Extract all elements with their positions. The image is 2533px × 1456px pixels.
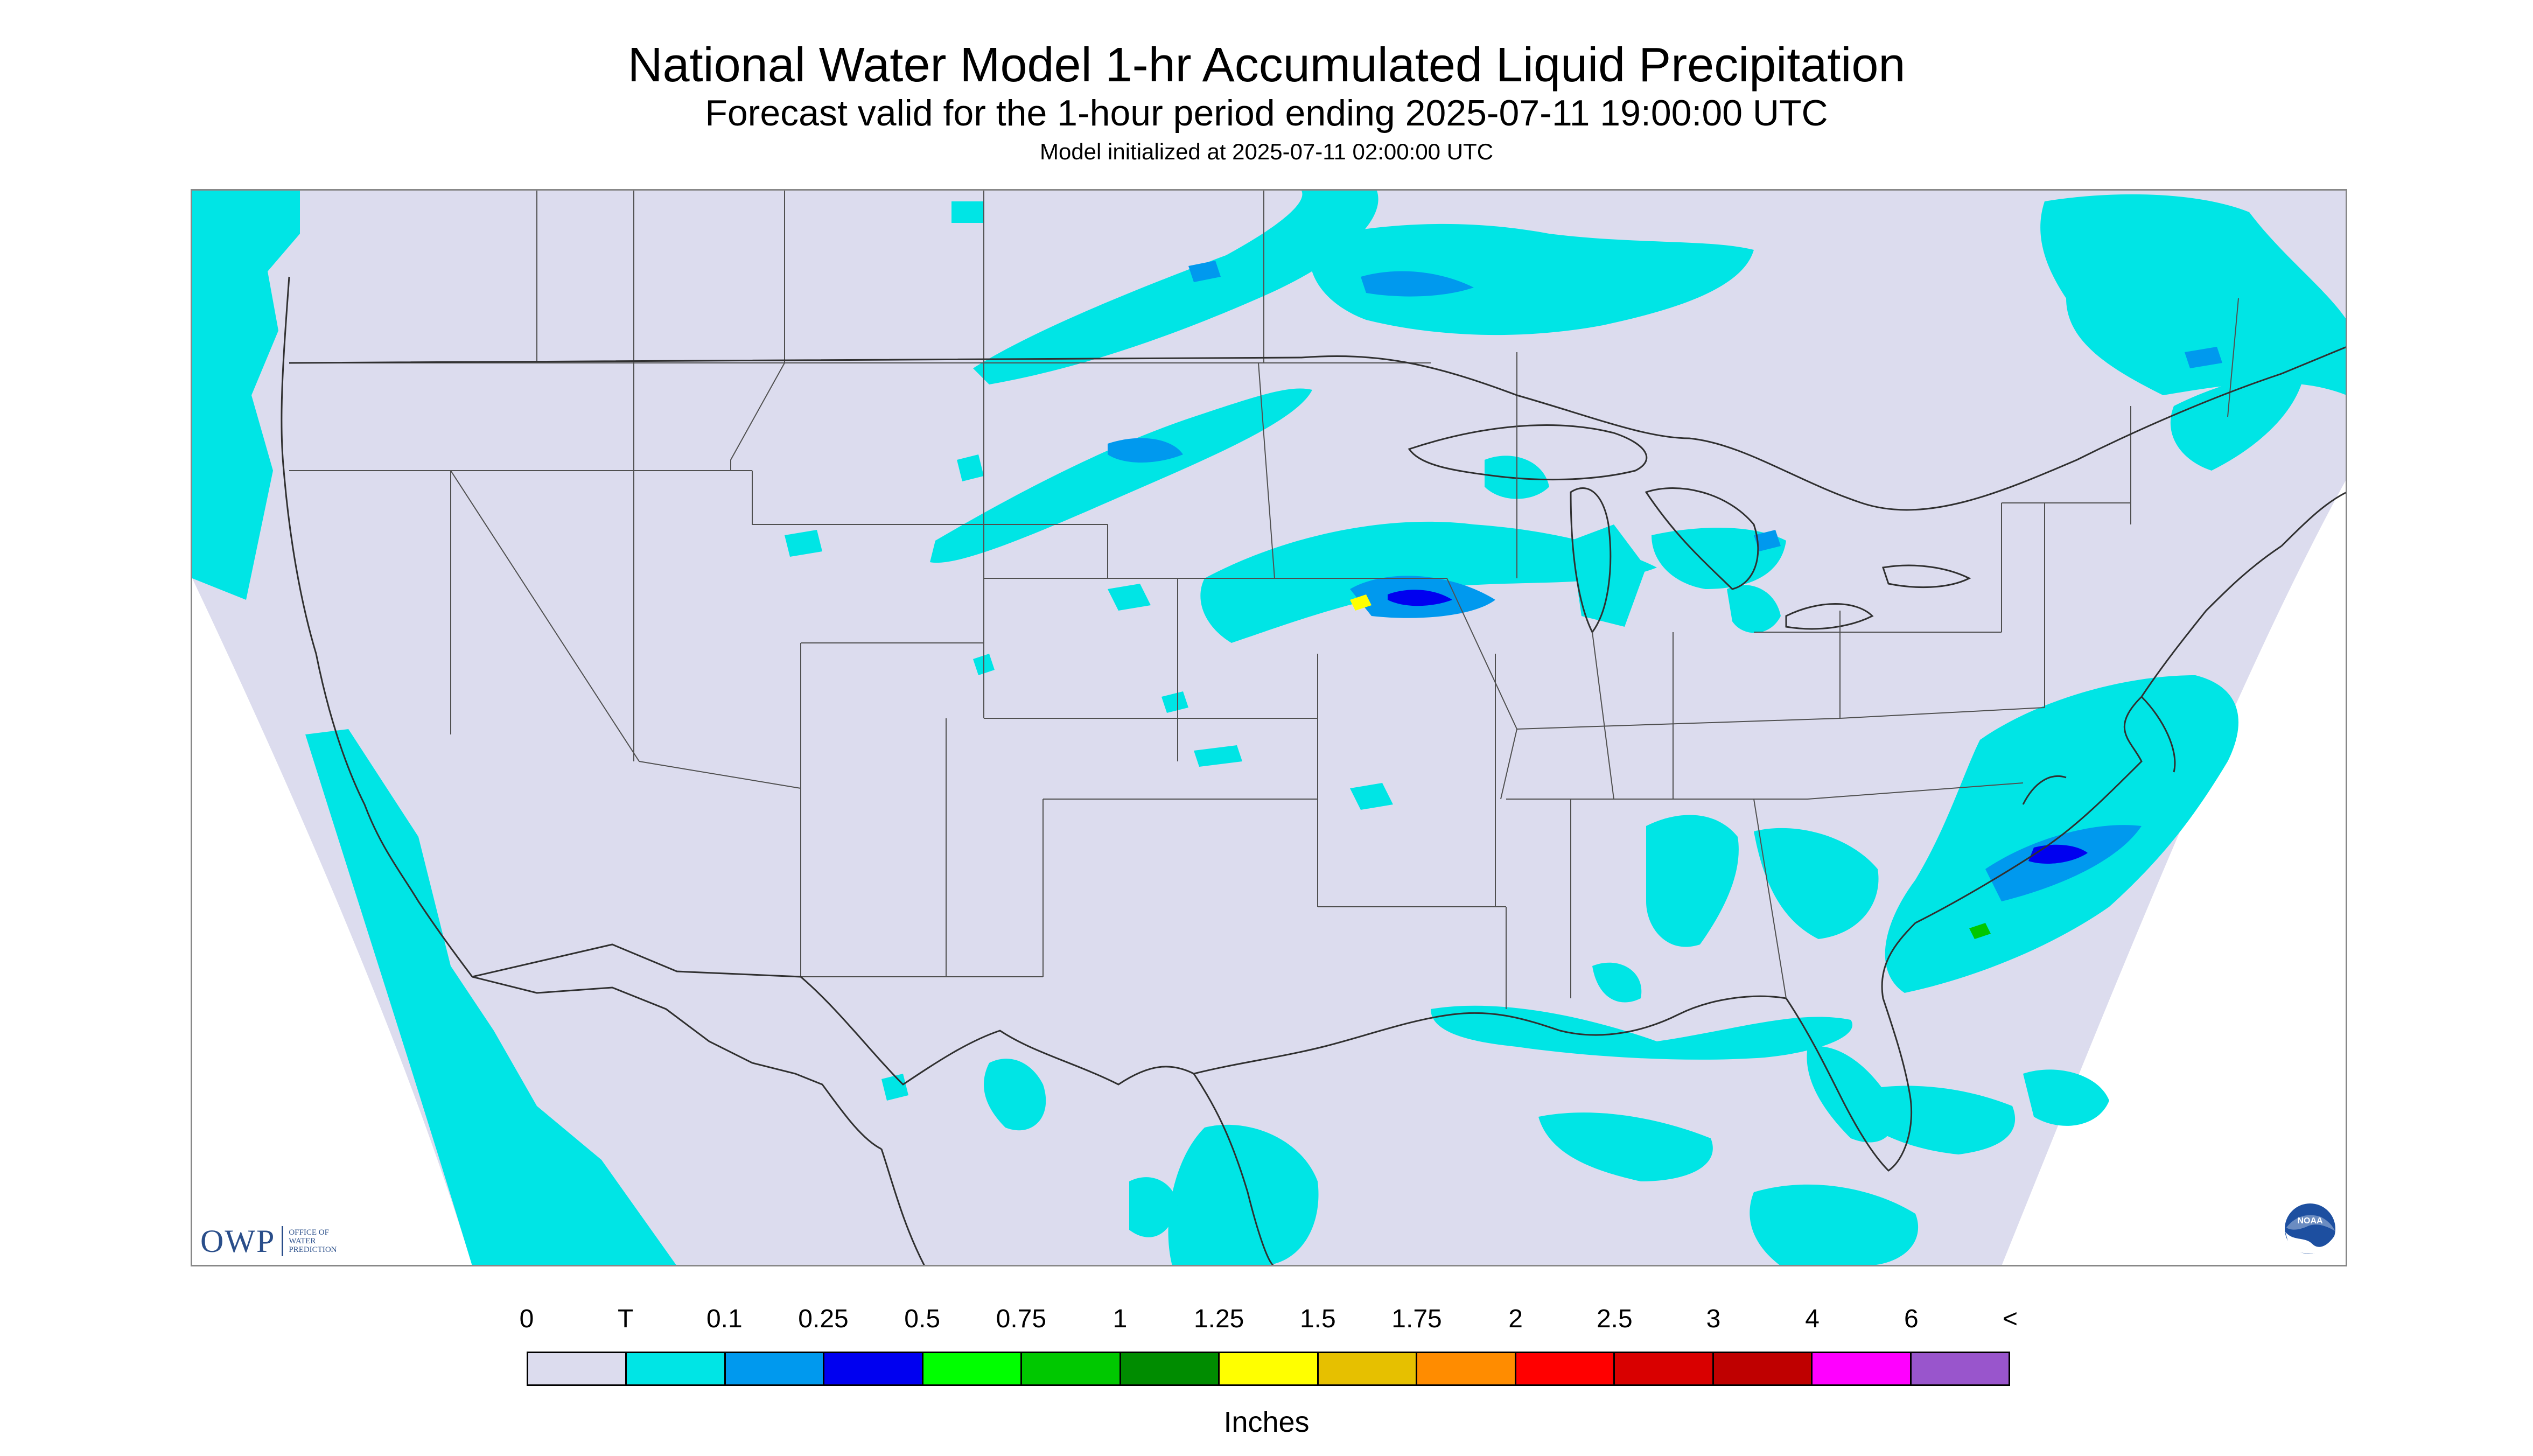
legend-tick-label: 0.75 [996, 1305, 1047, 1333]
model-init-text: Model initialized at 2025-07-11 02:00:00… [1039, 139, 1494, 164]
map-canvas [192, 191, 2346, 1265]
legend-swatch [1220, 1353, 1319, 1384]
legend-swatch [1318, 1353, 1418, 1384]
legend-tick-label: 0.5 [904, 1305, 941, 1333]
legend-tick-label: 1 [1112, 1305, 1128, 1333]
great-lakes [1408, 424, 1971, 634]
map-subtitle: Forecast valid for the 1-hour period end… [705, 93, 1828, 134]
legend-swatch [528, 1353, 627, 1384]
legend-swatch [1911, 1353, 2009, 1384]
legend-tick-label: 0.25 [798, 1305, 849, 1333]
canada-border [289, 346, 2346, 511]
legend-colorbar [527, 1352, 2010, 1386]
legend-swatch [824, 1353, 923, 1384]
precip-heavier-cores [1108, 261, 2222, 939]
owp-logo-text: OWP [200, 1223, 276, 1259]
mexico-border [472, 943, 1194, 1086]
state-boundaries [289, 191, 2239, 1009]
legend-tick-label: 1.25 [1193, 1305, 1244, 1333]
legend-tick-label: 0 [519, 1305, 534, 1333]
legend-swatch [1417, 1353, 1516, 1384]
legend-swatch [1516, 1353, 1615, 1384]
legend-swatch [1713, 1353, 1813, 1384]
precipitation-map [191, 189, 2347, 1266]
legend-swatch [1813, 1353, 1912, 1384]
map-title: National Water Model 1-hr Accumulated Li… [627, 38, 1906, 92]
legend-swatch [725, 1353, 825, 1384]
legend-swatch [1615, 1353, 1714, 1384]
coastlines [281, 276, 2346, 1265]
noaa-logo: NOAA [2284, 1202, 2336, 1255]
owp-logo: OWP OFFICE OF WATER PREDICTION [200, 1222, 337, 1260]
legend-labels: 0 T 0.1 0.25 0.5 0.75 1 1.25 1.5 1.75 2 2.5 3 4 6 < [0, 1303, 2533, 1335]
legend-tick-label: 2.5 [1596, 1305, 1633, 1333]
legend-tick-label: 4 [1805, 1305, 1820, 1333]
legend-swatch [627, 1353, 726, 1384]
legend-tick-label: 3 [1706, 1305, 1721, 1333]
legend-swatch [1022, 1353, 1121, 1384]
legend-swatch [923, 1353, 1023, 1384]
legend-tick-label: 6 [1904, 1305, 1919, 1333]
legend-tick-label: < [2002, 1305, 2018, 1333]
legend-tick-label: 1.75 [1391, 1305, 1442, 1333]
legend-swatch [1121, 1353, 1220, 1384]
legend-tick-label: 2 [1508, 1305, 1523, 1333]
legend-units: Inches [1223, 1406, 1310, 1438]
noaa-logo-text: NOAA [2297, 1216, 2323, 1226]
owp-logo-divider [282, 1226, 284, 1256]
legend-tick-label: T [617, 1305, 634, 1333]
owp-logo-subtext: OFFICE OF WATER PREDICTION [289, 1228, 337, 1254]
legend-tick-label: 0.1 [706, 1305, 743, 1333]
legend-tick-label: 1.5 [1299, 1305, 1336, 1333]
